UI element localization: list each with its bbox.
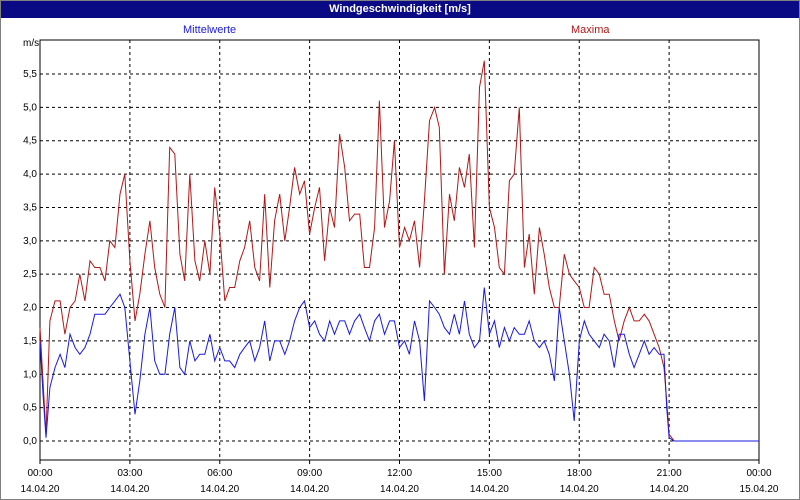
x-tick-date: 14.04.20 (470, 484, 509, 495)
x-tick-time: 00:00 (746, 468, 771, 479)
x-tick-date: 14.04.20 (650, 484, 689, 495)
x-tick-date: 14.04.20 (21, 484, 60, 495)
x-tick-time: 12:00 (387, 468, 412, 479)
x-tick-date: 14.04.20 (380, 484, 419, 495)
y-tick-label: 5,0 (23, 102, 37, 113)
x-tick-date: 14.04.20 (560, 484, 599, 495)
x-tick-time: 00:00 (27, 468, 52, 479)
series-lines (39, 60, 759, 442)
y-tick-label: 1,0 (23, 369, 37, 380)
tick-labels: 0,0 0,5 1,0 1,5 2,0 2,5 3,0 3,5 4,0 4,5 5,0 5,5 00:0… (21, 69, 779, 495)
series-line-mittelwerte (39, 287, 759, 442)
y-tick-label: 3,5 (23, 202, 37, 213)
plot-border (39, 39, 760, 461)
x-tick-date: 14.04.20 (110, 484, 149, 495)
x-tick-date: 14.04.20 (200, 484, 239, 495)
y-tick-label: 2,5 (23, 269, 37, 280)
y-tick-label: 4,5 (23, 136, 37, 147)
x-tick-time: 09:00 (297, 468, 322, 479)
y-tick-label: 2,0 (23, 303, 37, 314)
x-tick-time: 03:00 (117, 468, 142, 479)
x-tick-time: 06:00 (207, 468, 232, 479)
axes (39, 39, 760, 464)
legend-avg: Mittelwerte (183, 24, 237, 36)
y-tick-label: 0,5 (23, 403, 37, 414)
y-tick-label: 1,5 (23, 336, 37, 347)
x-tick-time: 18:00 (567, 468, 592, 479)
legend-max: Maxima (571, 24, 610, 36)
y-tick-label: 0,0 (23, 436, 37, 447)
x-tick-date: 14.04.20 (290, 484, 329, 495)
y-tick-label: 5,5 (23, 69, 37, 80)
chart-title: Windgeschwindigkeit [m/s] (1, 1, 799, 18)
x-tick-time: 21:00 (657, 468, 682, 479)
series-line-maxima (39, 60, 759, 442)
x-tick-time: 15:00 (477, 468, 502, 479)
x-tick-date: 15.04.20 (740, 484, 779, 495)
grid (40, 40, 759, 460)
y-tick-label: 4,0 (23, 169, 37, 180)
y-tick-label: 3,0 (23, 236, 37, 247)
y-axis-unit: m/s (23, 38, 40, 49)
